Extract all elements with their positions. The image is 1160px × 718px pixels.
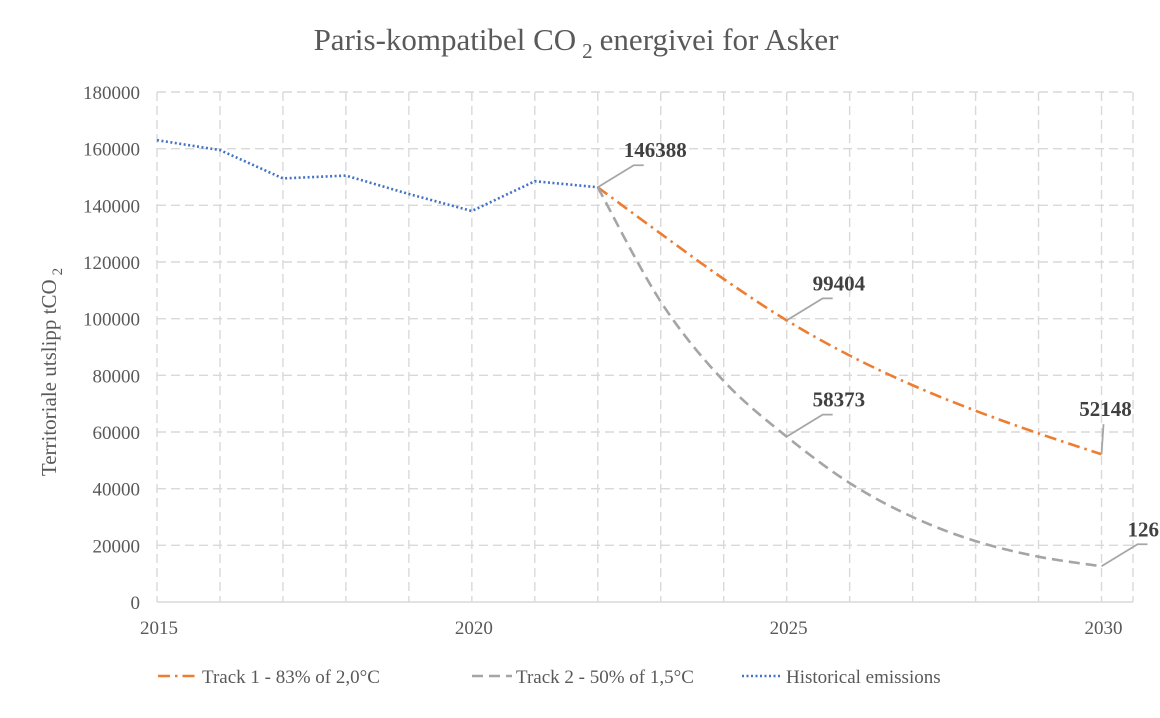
y-tick-label: 0 — [131, 593, 141, 614]
legend: Track 1 - 83% of 2,0°C Track 2 - 50% of 1… — [158, 667, 941, 688]
y-tick-label: 20000 — [93, 536, 141, 557]
y-tick-label: 160000 — [83, 140, 140, 161]
x-tick-label: 2025 — [770, 618, 808, 639]
legend-label-3: Historical emissions — [786, 667, 941, 688]
series-line-2 — [596, 186, 1102, 568]
y-tick-label: 60000 — [93, 423, 141, 444]
chart-title-subscript: 2 — [582, 39, 593, 63]
y-tick-label: 180000 — [83, 83, 140, 104]
data-label: 52148 — [1079, 397, 1132, 421]
legend-label-1: Track 1 - 83% of 2,0°C — [202, 667, 380, 688]
data-label: 58373 — [813, 388, 866, 412]
series-line-3 — [156, 138, 598, 213]
axes: 0 20000 40000 60000 80000 100000 120000 140000 1… — [83, 83, 1133, 639]
legend-label-2: Track 2 - 50% of 1,5°C — [516, 667, 694, 688]
chart-title-main: Paris-kompatibel CO — [314, 22, 577, 57]
y-tick-label: 40000 — [93, 480, 141, 501]
x-tick-label: 2015 — [140, 618, 178, 639]
y-axis-label: Territoriale utslipp tCO 2 — [37, 268, 66, 476]
chart-title-rest: energivei for Asker — [600, 22, 839, 57]
y-tick-label: 140000 — [83, 196, 140, 217]
y-tick-label: 120000 — [83, 253, 140, 274]
data-label: 99404 — [813, 271, 866, 295]
data-label-leader — [786, 413, 833, 438]
y-axis-label-main: Territoriale utslipp tCO — [37, 279, 61, 476]
y-axis-label-subscript: 2 — [50, 268, 66, 276]
y-tick-label: 100000 — [83, 310, 140, 331]
data-label: 146388 — [624, 138, 687, 162]
data-label-leader — [786, 297, 833, 322]
x-tick-label: 2020 — [455, 618, 493, 639]
data-labels: 146388 99404 58373 52148 12610 — [597, 138, 1160, 568]
series-lines — [156, 138, 1102, 568]
data-label-leader — [1101, 543, 1148, 568]
gridlines — [156, 91, 1134, 602]
chart-title: Paris-kompatibel CO 2 energivei for Asker — [314, 22, 840, 63]
data-label-leader — [597, 164, 644, 189]
series-line-1 — [597, 186, 1102, 456]
x-tick-label: 2030 — [1085, 618, 1123, 639]
y-tick-label: 80000 — [93, 366, 141, 387]
data-label-leader — [1100, 424, 1105, 455]
data-label: 12610 — [1128, 517, 1160, 541]
